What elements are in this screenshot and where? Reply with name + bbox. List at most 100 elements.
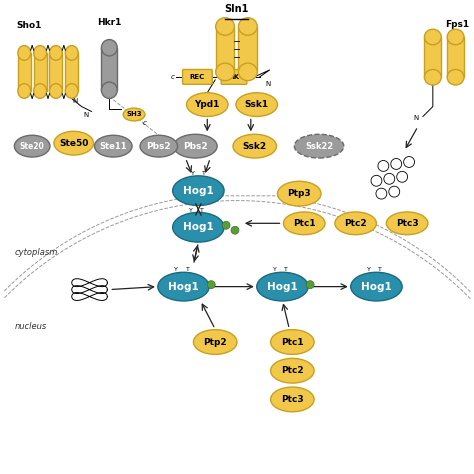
Circle shape: [378, 161, 389, 172]
Ellipse shape: [173, 134, 217, 158]
Text: Ptc3: Ptc3: [281, 395, 304, 404]
Ellipse shape: [101, 82, 117, 99]
Circle shape: [207, 281, 215, 289]
Ellipse shape: [238, 18, 257, 35]
Ellipse shape: [101, 39, 117, 56]
Ellipse shape: [193, 329, 237, 355]
Ellipse shape: [271, 387, 314, 412]
Text: Pbs2: Pbs2: [183, 142, 208, 151]
Ellipse shape: [277, 181, 321, 206]
Text: Hog1: Hog1: [168, 282, 199, 292]
Polygon shape: [238, 27, 257, 72]
Ellipse shape: [386, 212, 428, 235]
Ellipse shape: [271, 358, 314, 383]
Ellipse shape: [257, 272, 308, 301]
Text: Ptc2: Ptc2: [281, 366, 304, 375]
Ellipse shape: [65, 46, 78, 60]
Ellipse shape: [140, 135, 178, 157]
Ellipse shape: [14, 135, 50, 157]
Polygon shape: [216, 27, 235, 72]
Polygon shape: [447, 37, 464, 77]
Text: Ptc1: Ptc1: [281, 337, 304, 346]
Ellipse shape: [424, 70, 441, 85]
Text: REC: REC: [190, 74, 205, 80]
Polygon shape: [18, 53, 31, 91]
Text: T: T: [378, 267, 383, 272]
Ellipse shape: [173, 212, 224, 242]
Text: Fps1: Fps1: [446, 20, 470, 29]
Ellipse shape: [233, 134, 276, 158]
Text: Y: Y: [273, 267, 276, 272]
Text: cytoplasm: cytoplasm: [14, 248, 58, 257]
Text: Ssk22: Ssk22: [305, 142, 333, 151]
Ellipse shape: [216, 18, 235, 35]
Circle shape: [391, 158, 401, 169]
Text: SH3: SH3: [126, 111, 142, 118]
Circle shape: [306, 281, 314, 289]
FancyBboxPatch shape: [221, 70, 247, 84]
Ellipse shape: [123, 108, 145, 121]
Text: c: c: [143, 120, 147, 127]
Circle shape: [384, 173, 395, 184]
Text: Ypd1: Ypd1: [195, 100, 220, 109]
Text: N: N: [265, 81, 270, 87]
Ellipse shape: [158, 272, 209, 301]
Text: T: T: [202, 171, 206, 176]
Ellipse shape: [18, 83, 31, 98]
Ellipse shape: [236, 93, 277, 117]
Text: Y: Y: [189, 208, 192, 213]
Circle shape: [397, 172, 408, 182]
Text: Hog1: Hog1: [183, 222, 214, 232]
Polygon shape: [49, 53, 63, 91]
Ellipse shape: [49, 46, 63, 60]
Ellipse shape: [424, 29, 441, 45]
Ellipse shape: [34, 83, 46, 98]
Text: HK: HK: [228, 74, 239, 80]
Text: Y: Y: [173, 267, 178, 272]
Circle shape: [222, 221, 230, 229]
Text: N: N: [72, 98, 77, 104]
Text: c: c: [171, 74, 174, 80]
Circle shape: [371, 175, 382, 186]
Text: T: T: [201, 208, 204, 213]
Ellipse shape: [34, 46, 46, 60]
Text: T: T: [185, 267, 190, 272]
Ellipse shape: [447, 70, 464, 85]
Ellipse shape: [271, 329, 314, 355]
Ellipse shape: [173, 176, 224, 206]
Ellipse shape: [49, 83, 63, 98]
Text: Ssk1: Ssk1: [245, 100, 269, 109]
Text: Hog1: Hog1: [361, 282, 392, 292]
Text: Y: Y: [191, 171, 194, 176]
Ellipse shape: [294, 134, 344, 158]
Text: N: N: [83, 112, 88, 118]
Polygon shape: [34, 53, 46, 91]
Ellipse shape: [65, 83, 78, 98]
Text: Hkr1: Hkr1: [97, 18, 121, 27]
Circle shape: [376, 188, 387, 199]
Text: Ssk2: Ssk2: [243, 142, 267, 151]
Circle shape: [404, 156, 415, 167]
Circle shape: [389, 186, 400, 197]
Text: Hog1: Hog1: [183, 186, 214, 196]
Text: Ptc2: Ptc2: [344, 219, 367, 228]
Text: Sho1: Sho1: [16, 21, 42, 30]
Ellipse shape: [186, 93, 228, 117]
Ellipse shape: [238, 63, 257, 81]
Text: Y: Y: [366, 267, 371, 272]
Text: Ptc1: Ptc1: [293, 219, 316, 228]
Circle shape: [231, 226, 239, 234]
Ellipse shape: [335, 212, 376, 235]
Ellipse shape: [447, 29, 464, 45]
Text: Ste20: Ste20: [20, 142, 45, 151]
Ellipse shape: [283, 212, 325, 235]
Text: N: N: [413, 116, 419, 121]
Text: nucleus: nucleus: [14, 322, 46, 331]
Ellipse shape: [351, 272, 402, 301]
Text: Pbs2: Pbs2: [146, 142, 171, 151]
Text: Ptc3: Ptc3: [396, 219, 419, 228]
Text: Ste50: Ste50: [59, 139, 89, 148]
Text: Sln1: Sln1: [224, 4, 248, 14]
Ellipse shape: [54, 131, 93, 155]
Polygon shape: [424, 37, 441, 77]
